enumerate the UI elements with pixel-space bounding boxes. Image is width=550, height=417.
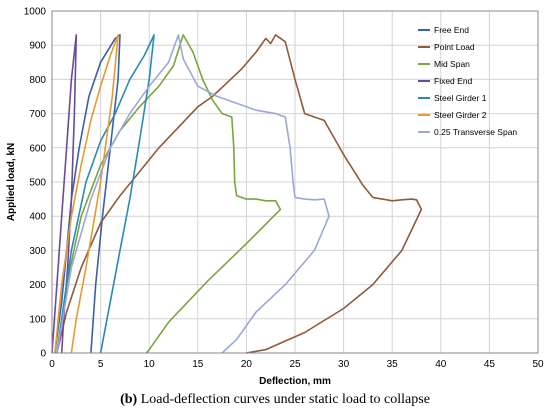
tick-labels: 0 100 200 300 400 500 600 700 800 900 1000 0 5 10 15 20… — [24, 7, 544, 371]
caption-text: Load-deflection curves under static load… — [137, 392, 430, 407]
legend-label: Fixed End — [434, 76, 473, 86]
series-line-7 — [56, 34, 330, 354]
figure-caption: (b) Load-deflection curves under static … — [0, 392, 550, 408]
y-tick-label: 200 — [29, 280, 46, 291]
legend-label: Point Load — [434, 42, 475, 52]
legend: Free End Point Load Mid Span Fixed End Steel… — [418, 25, 517, 137]
y-tick-label: 500 — [29, 178, 46, 189]
x-tick-label: 10 — [144, 359, 156, 370]
y-tick-label: 900 — [29, 41, 46, 52]
x-tick-label: 50 — [532, 359, 544, 370]
series-line-5 — [56, 34, 155, 354]
y-tick-label: 100 — [29, 314, 46, 325]
legend-label: Mid Span — [434, 59, 470, 69]
legend-label: Free End — [434, 25, 469, 35]
x-axis-title: Deflection, mm — [259, 376, 331, 387]
caption-label: (b) — [120, 392, 138, 407]
axes — [51, 10, 539, 354]
series-line-2 — [56, 34, 423, 354]
y-tick-label: 1000 — [24, 7, 47, 18]
x-tick-label: 0 — [49, 359, 55, 370]
x-tick-label: 45 — [484, 359, 496, 370]
y-axis-title: Applied load, kN — [6, 143, 17, 221]
plot-area-border — [51, 10, 539, 354]
series-lines — [51, 34, 423, 354]
x-tick-label: 25 — [289, 359, 301, 370]
series-line-3 — [56, 34, 282, 354]
x-tick-label: 35 — [387, 359, 399, 370]
legend-label: Steel Girder 2 — [434, 110, 487, 120]
x-tick-label: 5 — [98, 359, 104, 370]
y-tick-label: 800 — [29, 75, 46, 86]
x-tick-label: 40 — [435, 359, 447, 370]
x-tick-label: 30 — [338, 359, 350, 370]
legend-label: 0.25 Transverse Span — [434, 127, 517, 137]
legend-label: Steel Girder 1 — [434, 93, 487, 103]
y-tick-label: 400 — [29, 212, 46, 223]
load-deflection-chart: 0 100 200 300 400 500 600 700 800 900 1000 0 5 10 15 20… — [6, 6, 544, 387]
y-tick-label: 0 — [40, 349, 46, 360]
x-tick-label: 15 — [192, 359, 204, 370]
y-tick-label: 300 — [29, 246, 46, 257]
series-line-6 — [54, 34, 119, 354]
y-tick-label: 700 — [29, 109, 46, 120]
y-tick-label: 600 — [29, 143, 46, 154]
x-tick-label: 20 — [241, 359, 253, 370]
